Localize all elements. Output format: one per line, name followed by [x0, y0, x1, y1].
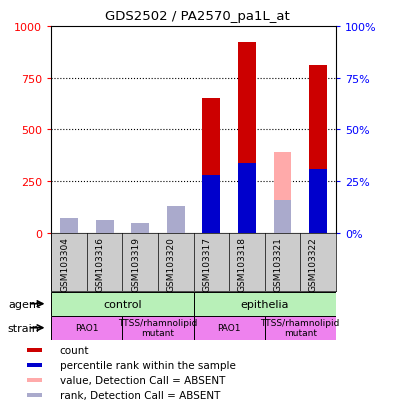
Text: percentile rank within the sample: percentile rank within the sample	[60, 360, 235, 370]
Bar	[131, 223, 149, 233]
Bar	[265, 316, 336, 340]
Text: GSM103317: GSM103317	[202, 236, 211, 291]
Bar	[309, 66, 327, 233]
Bar	[167, 206, 184, 233]
Text: GSM103304: GSM103304	[60, 236, 69, 291]
Bar	[60, 219, 78, 233]
Bar	[27, 348, 42, 352]
Bar	[60, 227, 78, 233]
Bar	[238, 163, 256, 233]
Bar	[274, 153, 292, 233]
Text: GSM103319: GSM103319	[131, 236, 140, 291]
Bar	[167, 209, 184, 233]
Bar	[122, 316, 194, 340]
Bar	[51, 316, 122, 340]
Text: GDS2502 / PA2570_pa1L_at: GDS2502 / PA2570_pa1L_at	[105, 10, 290, 23]
Text: GSM103321: GSM103321	[273, 236, 282, 291]
Text: value, Detection Call = ABSENT: value, Detection Call = ABSENT	[60, 375, 225, 385]
Bar	[202, 176, 220, 233]
Bar	[274, 200, 292, 233]
Bar	[202, 99, 220, 233]
Text: GSM103322: GSM103322	[309, 236, 318, 291]
Text: GSM103316: GSM103316	[96, 236, 105, 291]
Bar	[27, 378, 42, 382]
Text: count: count	[60, 345, 89, 355]
Text: PAO1: PAO1	[75, 323, 99, 332]
Text: control: control	[103, 299, 142, 309]
Text: TTSS/rhamnolipid
mutant: TTSS/rhamnolipid mutant	[261, 318, 340, 337]
Bar	[96, 221, 114, 233]
Bar	[238, 163, 256, 233]
Text: PAO1: PAO1	[217, 323, 241, 332]
Text: agent: agent	[8, 299, 40, 309]
Text: GSM103320: GSM103320	[167, 236, 176, 291]
Text: epithelia: epithelia	[241, 299, 289, 309]
Bar	[60, 226, 78, 233]
Bar	[27, 363, 42, 367]
Bar	[51, 292, 194, 316]
Text: strain: strain	[8, 323, 40, 333]
Bar	[309, 169, 327, 233]
Text: rank, Detection Call = ABSENT: rank, Detection Call = ABSENT	[60, 390, 220, 400]
Text: TTSS/rhamnolipid
mutant: TTSS/rhamnolipid mutant	[118, 318, 198, 337]
Text: GSM103318: GSM103318	[238, 236, 247, 291]
Bar	[27, 393, 42, 397]
Bar	[194, 292, 336, 316]
Bar	[238, 43, 256, 233]
Bar	[194, 316, 265, 340]
